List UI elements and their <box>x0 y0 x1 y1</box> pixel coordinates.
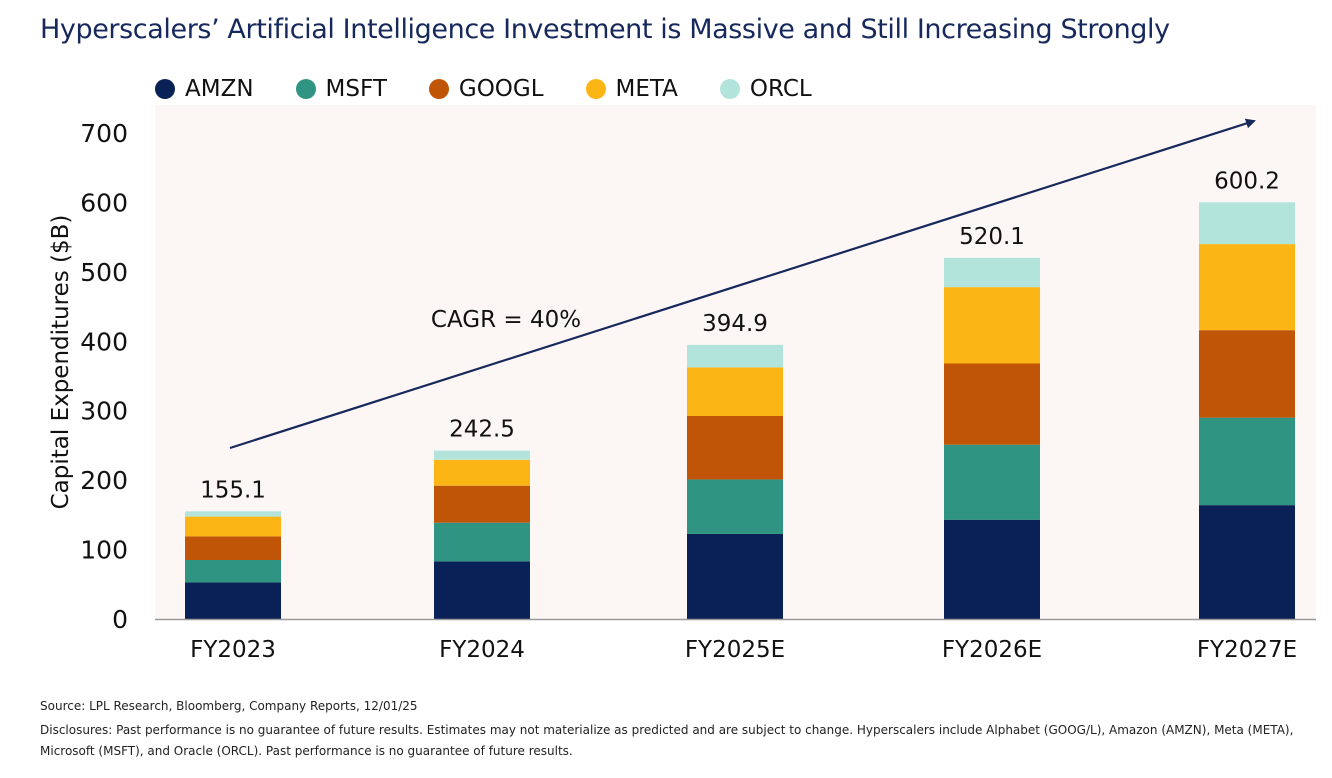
chart-legend: AMZN MSFT GOOGL META ORCL <box>155 72 854 106</box>
bar-segment-googl <box>185 536 281 560</box>
legend-item-googl: GOOGL <box>428 76 544 102</box>
legend-swatch <box>428 79 449 99</box>
legend-item-orcl: ORCL <box>719 76 812 102</box>
x-tick-label: FY2027E <box>1197 637 1297 663</box>
bar-segment-msft <box>185 559 281 583</box>
bar-segment-orcl <box>944 257 1040 288</box>
bar-segment-amzn <box>1199 505 1295 619</box>
legend-label: ORCL <box>749 76 812 102</box>
data-label-total: 394.9 <box>702 311 768 337</box>
bar-segment-orcl <box>1199 202 1295 245</box>
y-tick-label: 700 <box>80 119 128 148</box>
y-tick-label: 100 <box>80 536 128 565</box>
x-tick-label: FY2026E <box>942 637 1042 663</box>
legend-swatch <box>719 79 740 99</box>
data-label-total: 600.2 <box>1214 168 1280 194</box>
bar-segment-amzn <box>434 561 530 619</box>
bar-segment-amzn <box>944 519 1040 619</box>
legend-label: GOOGL <box>458 76 544 102</box>
chart-title: Hyperscalers’ Artificial Intelligence In… <box>40 14 1170 45</box>
bar-segment-msft <box>1199 417 1295 506</box>
x-tick-label: FY2024 <box>439 637 525 663</box>
legend-label: MSFT <box>325 76 387 102</box>
data-label-total: 242.5 <box>449 417 515 443</box>
legend-item-msft: MSFT <box>295 76 387 102</box>
legend-label: AMZN <box>185 76 254 102</box>
bar-segment-msft <box>687 479 783 534</box>
y-tick-label: 300 <box>80 397 128 426</box>
x-tick-label: FY2023 <box>190 637 276 663</box>
bar-segment-meta <box>687 367 783 416</box>
legend-item-meta: META <box>585 76 678 102</box>
bar-segment-googl <box>1199 330 1295 418</box>
cagr-trend-arrow <box>229 118 1256 450</box>
bar-segment-meta <box>185 516 281 537</box>
legend-swatch <box>295 79 316 99</box>
y-tick-label: 600 <box>80 188 128 217</box>
x-tick-label: FY2025E <box>685 637 785 663</box>
bar-segment-msft <box>944 444 1040 520</box>
legend-swatch <box>585 79 606 99</box>
bar-segment-orcl <box>185 511 281 517</box>
bar-segment-amzn <box>687 533 783 619</box>
bar-segment-googl <box>944 363 1040 445</box>
bar-segment-msft <box>434 522 530 562</box>
legend-swatch <box>155 79 175 99</box>
y-tick-label: 500 <box>80 258 128 287</box>
bar-segment-googl <box>687 415 783 480</box>
cagr-annotation: CAGR = 40% <box>431 307 581 333</box>
bar-segment-orcl <box>434 450 530 460</box>
bar-segment-amzn <box>185 582 281 619</box>
disclosure-line-1: Disclosures: Past performance is no guar… <box>40 723 1294 737</box>
source-note: Source: LPL Research, Bloomberg, Company… <box>40 699 418 713</box>
y-tick-label: 200 <box>80 466 128 495</box>
data-label-total: 155.1 <box>200 477 266 503</box>
y-tick-label: 0 <box>112 605 128 634</box>
bar-segment-meta <box>944 287 1040 364</box>
bar-segment-orcl <box>687 344 783 368</box>
bar-segment-meta <box>1199 244 1295 331</box>
legend-label: META <box>615 76 678 102</box>
disclosure-line-2: Microsoft (MSFT), and Oracle (ORCL). Pas… <box>40 744 573 758</box>
y-tick-label: 400 <box>80 327 128 356</box>
bar-segment-googl <box>434 485 530 523</box>
bar-segment-meta <box>434 459 530 486</box>
data-label-total: 520.1 <box>959 224 1025 250</box>
legend-item-amzn: AMZN <box>155 76 254 102</box>
stacked-bar-chart: 0 100 200 300 400 500 600 700 Capital Expenditur… <box>48 105 1316 663</box>
y-axis-label: Capital Expenditures ($B) <box>48 215 74 510</box>
